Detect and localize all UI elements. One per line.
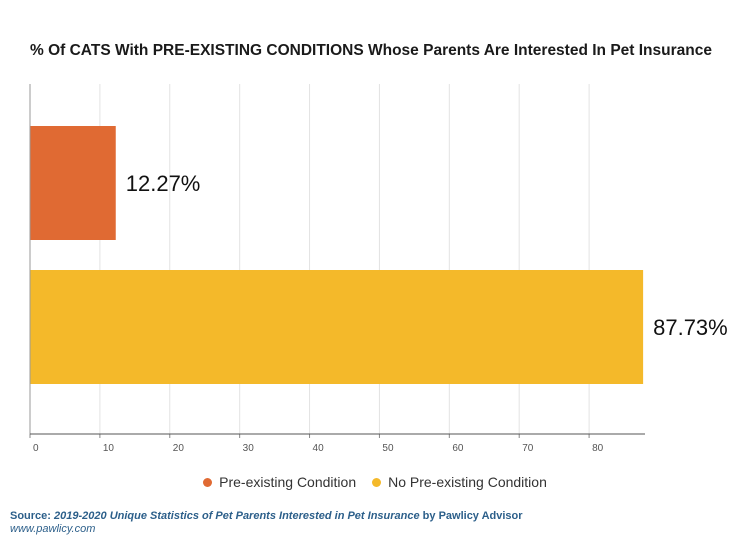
legend-label-no-pre-existing: No Pre-existing Condition [388,474,547,490]
bar-pre-existing-condition [30,126,116,240]
bars [30,126,644,384]
x-tick-label-80: 80 [592,443,604,454]
source-title: 2019-2020 Unique Statistics of Pet Paren… [54,510,420,522]
source-prefix: Source: [10,510,51,522]
chart-title: % Of CATS With PRE-EXISTING CONDITIONS W… [30,42,712,59]
legend-item-no-pre-existing: No Pre-existing Condition [372,474,547,490]
source-by: by Pawlicy Advisor [422,510,523,522]
x-tick-label-50: 50 [382,443,394,454]
x-tick-label-0: 0 [33,443,39,454]
legend: Pre-existing Condition No Pre-existing C… [0,474,750,490]
bar-no-pre-existing-condition [30,270,644,384]
x-tick-label-30: 30 [243,443,255,454]
data-label-no-pre-existing-condition: 87.73% [653,315,728,340]
x-tick-label-60: 60 [452,443,464,454]
source-citation: Source: 2019-2020 Unique Statistics of P… [10,509,523,523]
data-labels: 12.27% 87.73% [126,171,728,340]
x-tick-labels: 0 10 20 30 40 50 60 70 80 [33,443,604,454]
x-tick-label-10: 10 [103,443,115,454]
x-tick-label-70: 70 [522,443,534,454]
x-axis [29,84,645,438]
x-tick-label-20: 20 [173,443,185,454]
legend-dot-pre-existing [203,477,213,487]
source-url[interactable]: www.pawlicy.com [10,523,96,535]
legend-dot-no-pre-existing [372,477,382,487]
x-tick-label-40: 40 [313,443,325,454]
legend-item-pre-existing: Pre-existing Condition [203,474,356,490]
data-label-pre-existing-condition: 12.27% [126,171,201,196]
legend-label-pre-existing: Pre-existing Condition [219,474,357,490]
bar-chart-plot: 0 10 20 30 40 50 60 70 80 12.27% 87.73% [29,84,728,454]
